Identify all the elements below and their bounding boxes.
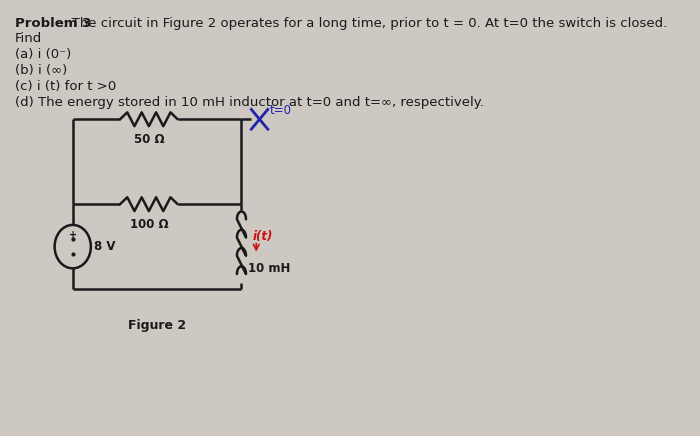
Text: t=0: t=0 [270,104,291,117]
Text: (d) The energy stored in 10 mH inductor at t=0 and t=∞, respectively.: (d) The energy stored in 10 mH inductor … [15,95,484,109]
Text: 10 mH: 10 mH [248,262,290,275]
Text: Problem 3: Problem 3 [15,17,92,30]
Text: 8 V: 8 V [94,240,116,253]
Text: (b) i (∞): (b) i (∞) [15,64,67,77]
Text: 100 Ω: 100 Ω [130,218,168,231]
Text: i(t): i(t) [253,230,274,243]
Text: +: + [69,230,77,240]
Text: 50 Ω: 50 Ω [134,133,164,146]
Text: Figure 2: Figure 2 [128,319,186,332]
Text: Find: Find [15,32,43,45]
Text: : The circuit in Figure 2 operates for a long time, prior to t = 0. At t=0 the s: : The circuit in Figure 2 operates for a… [63,17,667,30]
Text: (a) i (0⁻): (a) i (0⁻) [15,48,71,61]
Text: (c) i (t) for t >0: (c) i (t) for t >0 [15,80,116,93]
